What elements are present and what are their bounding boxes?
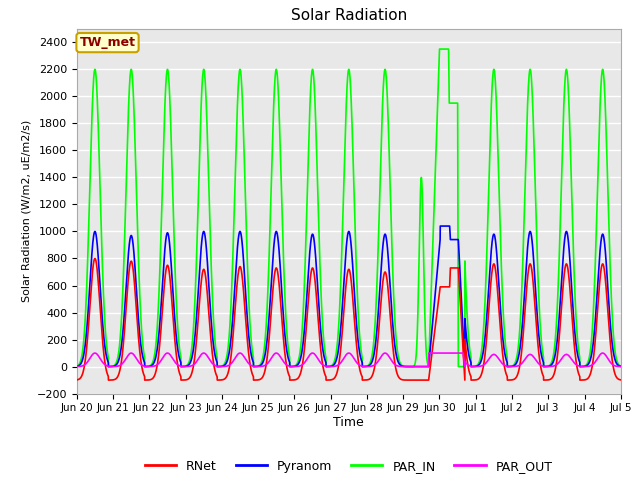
PAR_OUT [330, 363, 338, 369]
Pyranom [258, 361, 266, 367]
Text: TW_met: TW_met [79, 36, 136, 49]
Title: Solar Radiation: Solar Radiation [291, 9, 407, 24]
RNet [91, 256, 99, 262]
RNet [594, 300, 602, 306]
PAR_OUT [471, 364, 479, 370]
PAR_IN [404, 364, 412, 370]
Pyranom [404, 364, 412, 370]
PAR_IN [73, 363, 81, 369]
Pyranom [594, 276, 602, 282]
PAR_IN [258, 359, 266, 365]
RNet [617, 377, 625, 383]
Line: PAR_IN: PAR_IN [77, 49, 621, 367]
RNet [258, 375, 266, 381]
PAR_IN [330, 359, 338, 364]
RNet [404, 377, 412, 383]
Y-axis label: Solar Radiation (W/m2, uE/m2/s): Solar Radiation (W/m2, uE/m2/s) [21, 120, 31, 302]
RNet [486, 291, 493, 297]
PAR_OUT [425, 350, 433, 356]
PAR_OUT [404, 364, 412, 370]
PAR_IN [486, 144, 493, 150]
Pyranom [436, 223, 444, 229]
Line: Pyranom: Pyranom [77, 226, 621, 367]
Line: RNet: RNet [77, 259, 621, 380]
PAR_OUT [73, 364, 81, 370]
Pyranom [617, 363, 625, 369]
PAR_OUT [258, 363, 266, 369]
Pyranom [330, 361, 338, 367]
PAR_IN [594, 167, 602, 173]
PAR_OUT [588, 362, 595, 368]
Legend: RNet, Pyranom, PAR_IN, PAR_OUT: RNet, Pyranom, PAR_IN, PAR_OUT [140, 455, 557, 478]
Pyranom [486, 266, 493, 272]
Pyranom [588, 353, 595, 359]
RNet [330, 375, 338, 381]
RNet [588, 368, 595, 373]
PAR_IN [436, 46, 444, 52]
PAR_OUT [617, 364, 625, 370]
RNet [73, 377, 81, 383]
Line: PAR_OUT: PAR_OUT [77, 353, 621, 367]
Pyranom [471, 364, 479, 370]
PAR_IN [588, 339, 595, 345]
PAR_IN [617, 363, 625, 369]
Pyranom [73, 363, 81, 369]
PAR_IN [471, 363, 479, 369]
RNet [471, 377, 479, 383]
X-axis label: Time: Time [333, 416, 364, 429]
PAR_OUT [594, 355, 602, 360]
PAR_OUT [486, 355, 493, 360]
